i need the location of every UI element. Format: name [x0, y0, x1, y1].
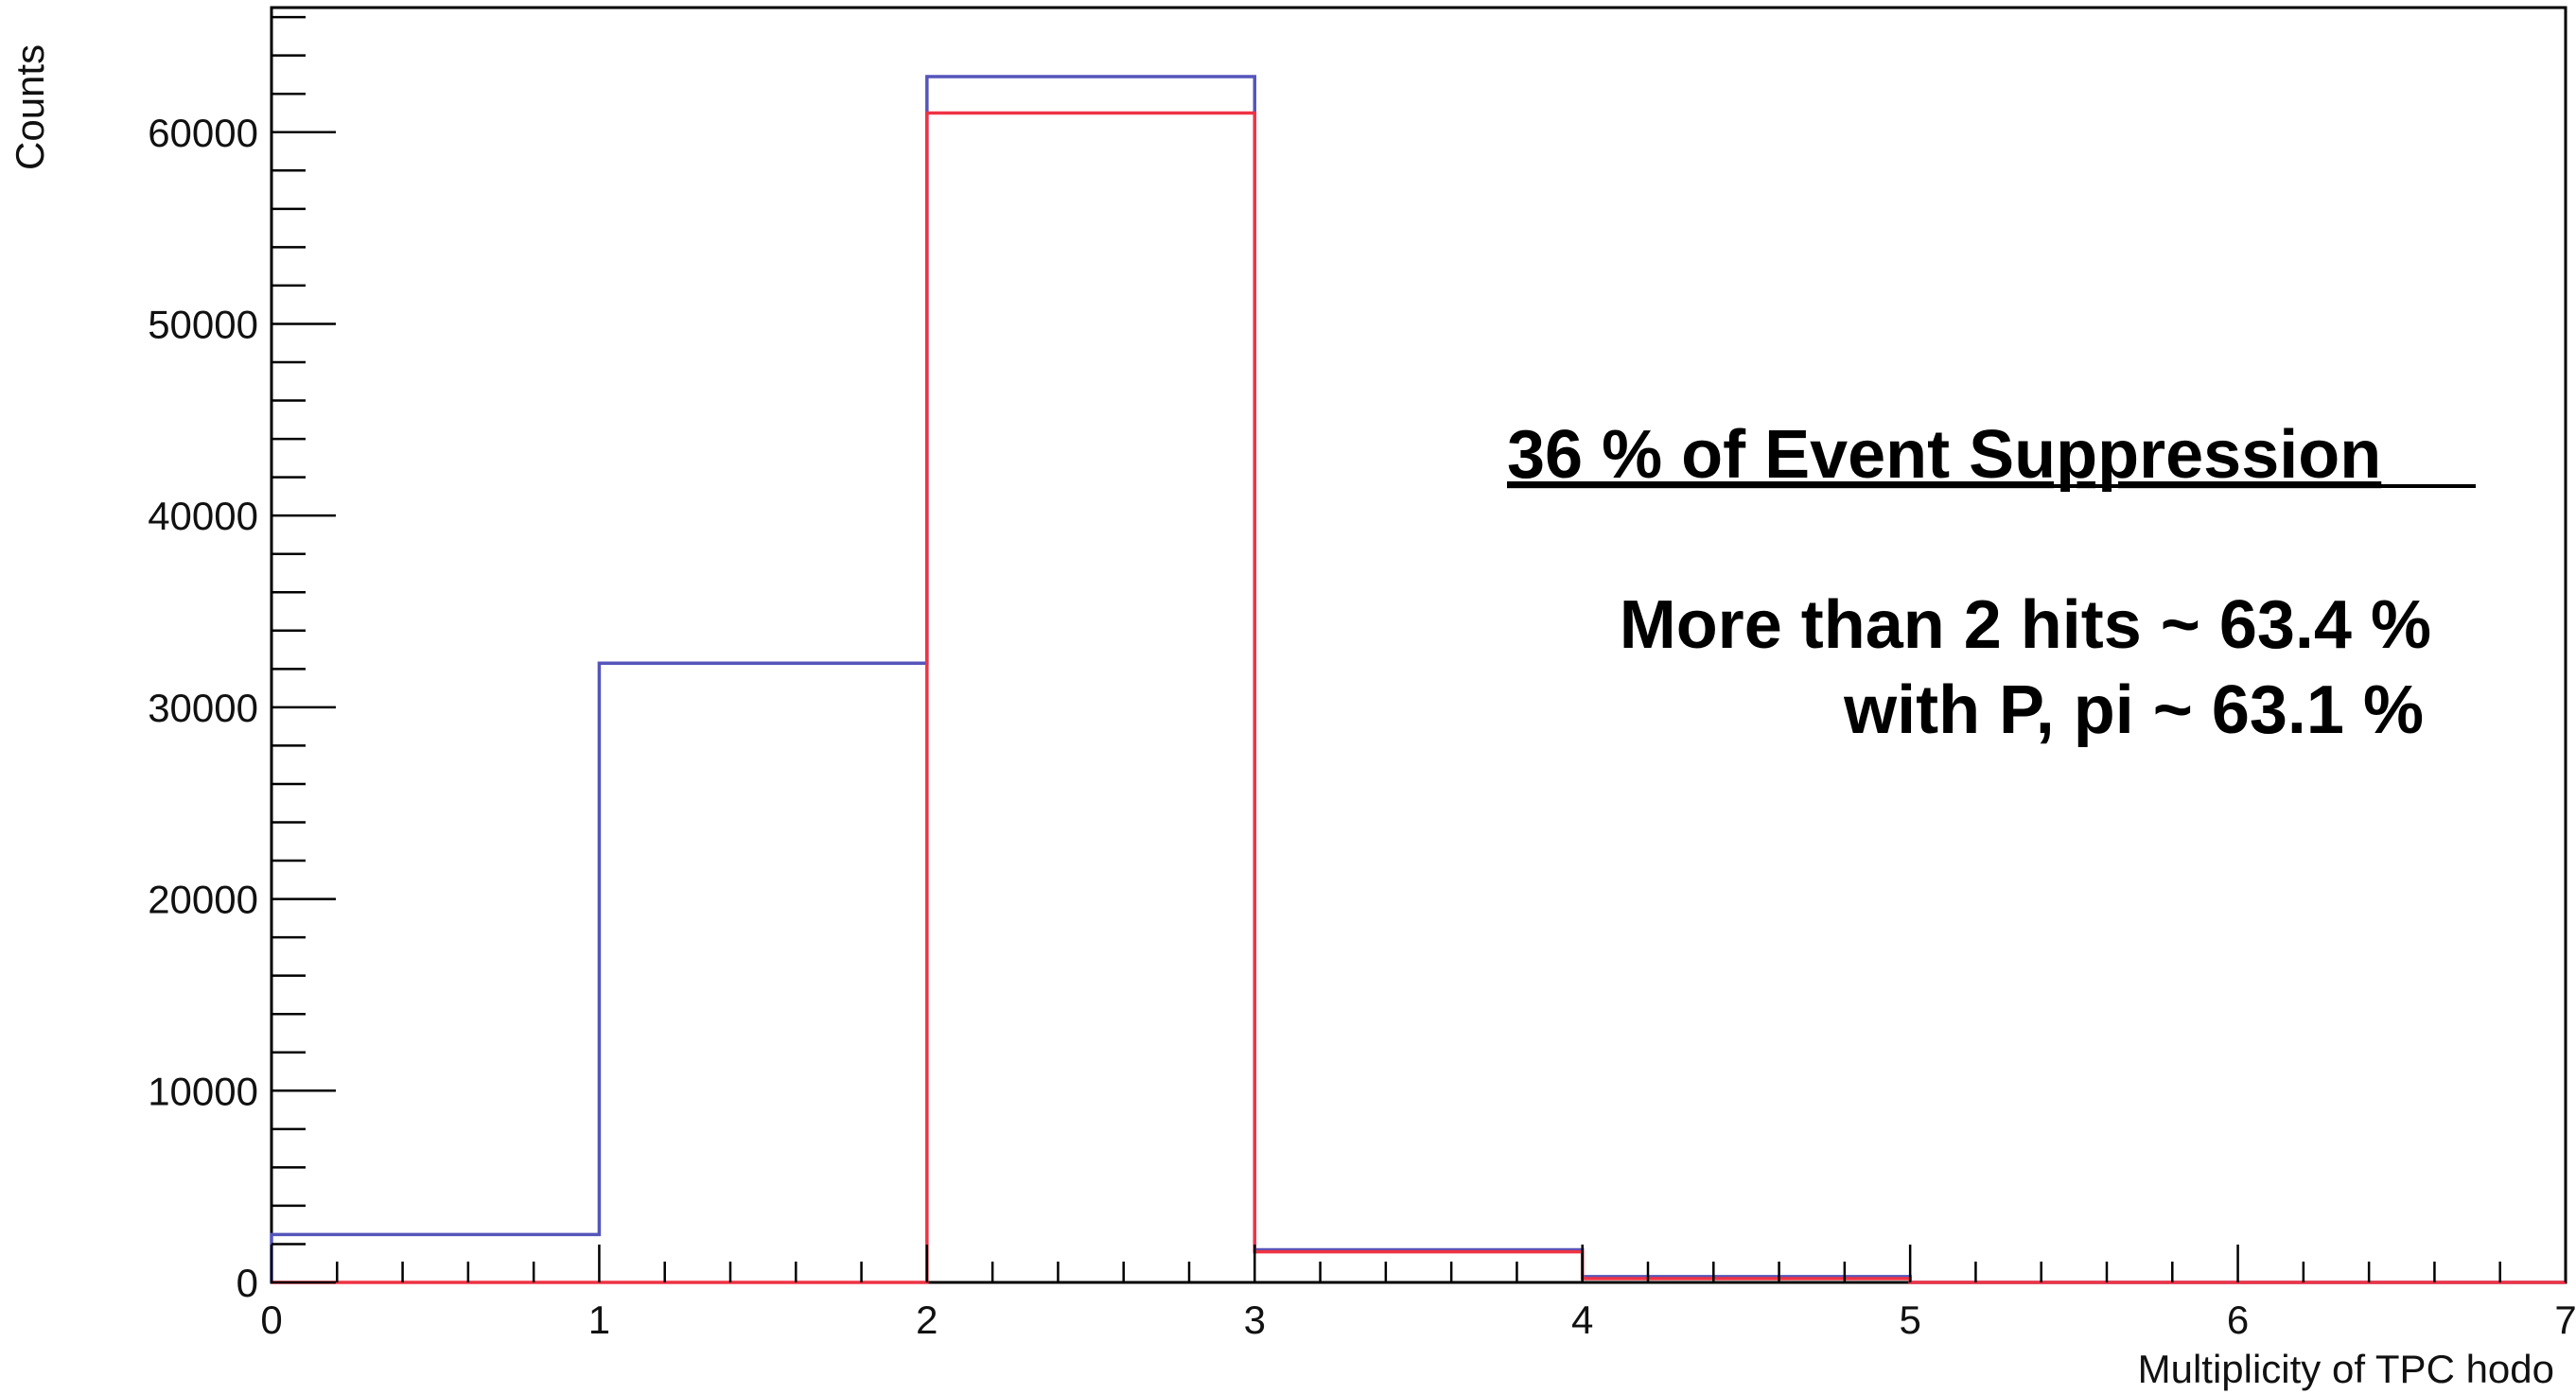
x-tick-label: 5	[1899, 1298, 1920, 1342]
y-axis-label: Counts	[8, 44, 52, 170]
x-tick-label: 6	[2227, 1298, 2249, 1342]
plot-frame	[270, 6, 2567, 1284]
histogram-series-red	[272, 111, 2566, 1284]
y-tick-label: 50000	[148, 302, 258, 346]
y-tick-label: 10000	[148, 1069, 258, 1113]
y-tick-label: 60000	[148, 111, 258, 155]
x-tick-label: 7	[2554, 1298, 2576, 1342]
tick-labels: 0 10000 20000 30000 40000 50000 60000 0 1 2 3 4 5 6 7	[148, 111, 2576, 1342]
y-tick-label: 0	[237, 1261, 258, 1305]
axes-frame	[270, 6, 2567, 1284]
annotation-line-1: More than 2 hits ~ 63.4 %	[1620, 587, 2431, 663]
x-tick-label: 2	[916, 1298, 938, 1342]
x-tick-label: 0	[260, 1298, 282, 1342]
x-tick-label: 1	[588, 1298, 610, 1342]
y-tick-label: 20000	[148, 878, 258, 922]
x-tick-label: 3	[1244, 1298, 1266, 1342]
x-axis-label: Multiplicity of TPC hodo	[2138, 1347, 2554, 1391]
y-tick-label: 30000	[148, 686, 258, 730]
suppression-title: 36 % of Event Suppression	[1507, 417, 2381, 493]
x-tick-label: 4	[1571, 1298, 1593, 1342]
y-tick-label: 40000	[148, 494, 258, 538]
annotation-line-2: with P, pi ~ 63.1 %	[1843, 672, 2424, 748]
tick-marks	[270, 15, 2567, 1284]
